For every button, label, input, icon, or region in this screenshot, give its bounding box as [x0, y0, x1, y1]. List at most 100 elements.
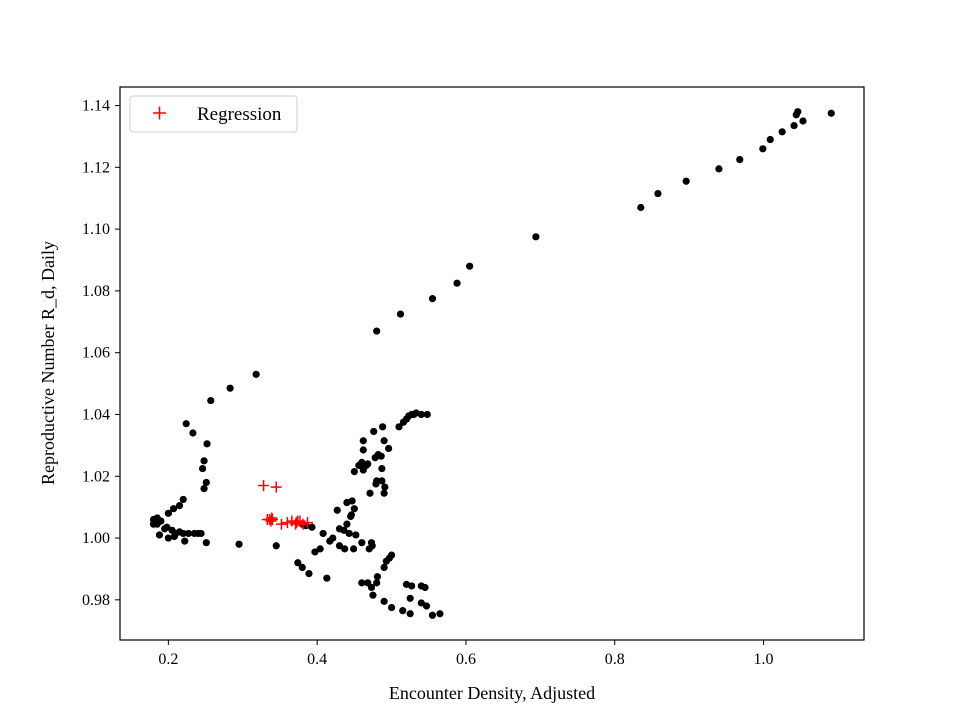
x-tick-label: 0.8 [605, 651, 625, 668]
data-point [347, 511, 355, 519]
data-point [377, 452, 385, 460]
y-axis-label: Reproductive Number R_d, Daily [38, 241, 58, 485]
data-point [654, 189, 662, 198]
regression-point [275, 518, 287, 530]
data-point [373, 327, 381, 335]
regression-point [270, 481, 282, 493]
data-point [378, 477, 386, 485]
regression-point [266, 512, 278, 524]
data-point [382, 557, 390, 565]
data-point [423, 410, 431, 419]
data-point [352, 531, 360, 539]
data-point [164, 509, 172, 517]
data-point [226, 384, 234, 392]
y-tick-label: 1.14 [82, 98, 110, 115]
data-point [350, 545, 358, 553]
data-point [380, 489, 388, 497]
data-point [378, 464, 386, 473]
y-tick-label: 1.06 [82, 345, 110, 362]
data-point [406, 594, 414, 602]
data-point [175, 502, 184, 510]
data-point [335, 542, 344, 550]
data-point [406, 610, 414, 618]
data-point [436, 610, 444, 618]
data-point [350, 468, 358, 476]
data-point [155, 531, 164, 539]
data-point [329, 534, 337, 542]
data-point [235, 540, 243, 548]
data-point [766, 135, 774, 144]
data-point [200, 457, 208, 465]
data-point [381, 483, 389, 491]
data-point [367, 539, 376, 547]
regression-point [264, 514, 276, 526]
data-point [421, 583, 429, 592]
data-point [189, 429, 197, 437]
data-point [380, 437, 388, 445]
data-point [203, 440, 211, 448]
data-point [428, 295, 437, 303]
data-point [736, 156, 744, 164]
y-tick-label: 1.12 [82, 159, 110, 176]
data-point [348, 497, 356, 505]
data-point [682, 177, 690, 185]
regression-point [292, 515, 304, 527]
x-tick-label: 1.0 [754, 651, 774, 668]
data-point [715, 165, 723, 173]
y-tick-label: 1.04 [82, 406, 110, 423]
data-point [319, 529, 327, 538]
data-point [169, 505, 178, 513]
y-tick-label: 1.02 [82, 468, 110, 485]
data-point [417, 599, 425, 607]
data-point [163, 523, 171, 531]
data-point [252, 370, 260, 378]
data-point [428, 611, 437, 619]
data-point [359, 437, 367, 445]
data-point [380, 597, 388, 605]
data-point [384, 444, 393, 453]
legend-label-regression: Regression [197, 104, 282, 125]
legend-marker-plus [153, 106, 166, 120]
y-tick-label: 0.98 [82, 592, 110, 609]
data-point [202, 478, 210, 487]
data-point [298, 563, 306, 571]
data-point [358, 579, 366, 587]
data-point [369, 591, 377, 599]
data-point [453, 279, 461, 287]
data-point [366, 489, 374, 497]
data-point [778, 128, 786, 136]
data-point [387, 551, 396, 559]
y-tick-label: 1.08 [82, 283, 110, 300]
data-point [198, 464, 207, 473]
data-point [356, 461, 364, 470]
data-point [790, 122, 798, 130]
data-point [305, 569, 313, 578]
data-point [323, 574, 331, 582]
data-point [367, 583, 376, 592]
data-point [345, 529, 353, 538]
data-point [792, 111, 800, 119]
x-axis-label: Encounter Density, Adjusted [389, 683, 595, 703]
x-tick-label: 0.6 [456, 651, 476, 668]
data-point [359, 446, 367, 454]
data-point [333, 506, 341, 514]
legend: Regression [129, 95, 298, 133]
data-point [200, 485, 208, 493]
data-point [207, 396, 215, 405]
data-point [532, 233, 540, 241]
data-point [417, 410, 425, 419]
y-axis: 0.98 1.00 1.02 1.04 1.06 1.08 1.10 1.12 1.14 [82, 98, 120, 609]
data-point [380, 563, 388, 571]
data-point [637, 203, 645, 212]
data-point [181, 537, 189, 545]
x-axis: 0.2 0.4 0.6 0.8 1.0 [158, 640, 774, 668]
plot-area [149, 108, 835, 619]
data-point [184, 529, 193, 538]
data-point [341, 545, 349, 553]
data-point [466, 262, 474, 270]
data-point [422, 602, 431, 610]
data-point [399, 607, 407, 615]
data-point [387, 603, 396, 612]
data-point [179, 529, 187, 538]
